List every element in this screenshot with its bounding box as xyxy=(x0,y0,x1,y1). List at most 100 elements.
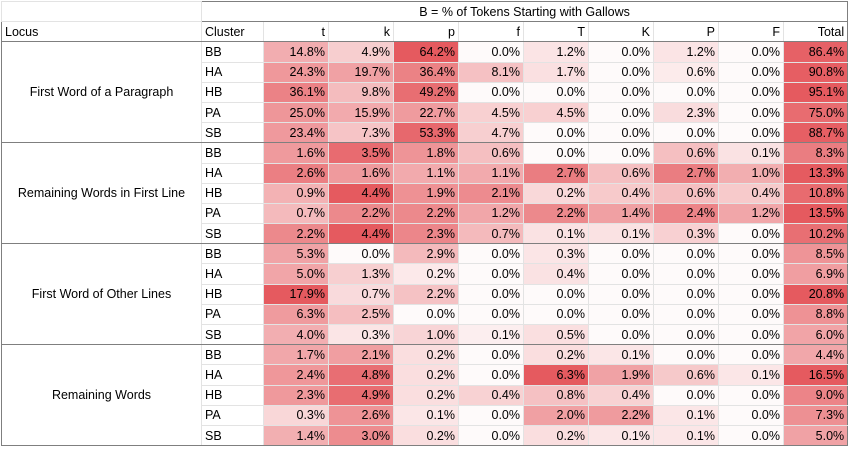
heat-cell: 0.4% xyxy=(718,182,784,204)
cluster-label: SB xyxy=(201,424,264,447)
heat-cell: 0.9% xyxy=(263,182,329,204)
table-row: SB 2.2% 4.4% 2.3% 0.7% 0.1% 0.1% 0.3% 0.0% 10.2% xyxy=(2,223,848,245)
heat-cell: 0.6% xyxy=(458,142,524,164)
heat-cell: 0.0% xyxy=(718,404,784,426)
locus-label: First Word of Other Lines xyxy=(1,243,202,346)
heat-cell: 36.1% xyxy=(263,81,329,103)
cluster-label: PA xyxy=(201,101,264,124)
heat-cell: 0.3% xyxy=(523,243,589,265)
heat-cell: 0.0% xyxy=(718,344,784,366)
heat-cell: 0.0% xyxy=(588,61,654,83)
empty-cell xyxy=(1,0,202,23)
total-cell: 7.3% xyxy=(782,404,848,426)
total-cell: 13.3% xyxy=(782,162,848,184)
heat-cell: 2.2% xyxy=(263,223,329,245)
heat-cell: 0.2% xyxy=(523,424,589,447)
table-row: HB 0.9% 4.4% 1.9% 2.1% 0.2% 0.4% 0.6% 0.4% 10.8% xyxy=(2,182,848,204)
heat-cell: 0.8% xyxy=(523,384,589,406)
heat-cell: 0.2% xyxy=(393,344,459,366)
cluster-label: BB xyxy=(201,344,264,366)
table-row: PA 25.0% 15.9% 22.7% 4.5% 4.5% 0.0% 2.3% 0.0% 75.… xyxy=(2,101,848,124)
total-cell: 10.2% xyxy=(782,223,848,245)
heat-cell: 1.0% xyxy=(393,323,459,346)
heat-cell: 2.2% xyxy=(523,202,589,225)
heat-cell: 2.3% xyxy=(653,101,719,124)
heat-cell: 0.0% xyxy=(718,283,784,305)
column-header-total: Total xyxy=(782,21,848,43)
heat-cell: 0.0% xyxy=(588,122,654,144)
heat-cell: 0.1% xyxy=(588,344,654,366)
heat-cell: 4.0% xyxy=(263,323,329,346)
cluster-label: PA xyxy=(201,202,264,225)
heat-cell: 2.0% xyxy=(523,404,589,426)
heat-cell: 0.4% xyxy=(523,263,589,285)
table-row: HB 2.3% 4.9% 0.2% 0.4% 0.8% 0.4% 0.0% 0.0% 9.0% xyxy=(2,384,848,406)
cluster-label: SB xyxy=(201,323,264,346)
total-cell: 8.3% xyxy=(782,142,848,164)
heat-cell: 0.0% xyxy=(718,303,784,326)
heat-cell: 23.4% xyxy=(263,122,329,144)
cluster-label: HB xyxy=(201,384,264,406)
table-row: First Word of Other Lines BB 5.3% 0.0% 2.9% 0… xyxy=(1,243,848,346)
heat-cell: 0.0% xyxy=(393,303,459,326)
locus-label: Remaining Words in First Line xyxy=(1,142,202,245)
heat-cell: 0.0% xyxy=(523,81,589,103)
heat-cell: 5.3% xyxy=(263,243,329,265)
cluster-label: PA xyxy=(201,404,264,426)
heat-cell: 2.4% xyxy=(263,364,329,386)
heat-cell: 64.2% xyxy=(393,41,459,63)
heat-cell: 0.1% xyxy=(393,404,459,426)
total-cell: 6.9% xyxy=(782,263,848,285)
heat-cell: 0.6% xyxy=(653,61,719,83)
heat-cell: 0.0% xyxy=(653,283,719,305)
heat-cell: 2.3% xyxy=(263,384,329,406)
heat-cell: 2.5% xyxy=(328,303,394,326)
heat-cell: 0.0% xyxy=(458,81,524,103)
total-cell: 20.8% xyxy=(782,283,848,305)
heat-cell: 2.7% xyxy=(523,162,589,184)
heat-cell: 2.3% xyxy=(393,223,459,245)
total-cell: 5.0% xyxy=(782,424,848,447)
total-cell: 16.5% xyxy=(782,364,848,386)
heat-cell: 22.7% xyxy=(393,101,459,124)
heat-cell: 0.0% xyxy=(653,81,719,103)
heat-cell: 0.0% xyxy=(458,283,524,305)
heat-cell: 2.9% xyxy=(393,243,459,265)
heat-cell: 0.2% xyxy=(393,263,459,285)
cluster-label: PA xyxy=(201,303,264,326)
heat-cell: 0.0% xyxy=(588,303,654,326)
column-header-col-1: k xyxy=(328,21,394,43)
locus-header: Locus xyxy=(1,21,202,43)
cluster-label: HA xyxy=(201,263,264,285)
heat-cell: 0.0% xyxy=(653,384,719,406)
table-row: HA 2.6% 1.6% 1.1% 1.1% 2.7% 0.6% 2.7% 1.0% 13.3% xyxy=(2,162,848,184)
heat-cell: 0.0% xyxy=(458,263,524,285)
heat-cell: 1.2% xyxy=(523,41,589,63)
heat-cell: 1.1% xyxy=(458,162,524,184)
cluster-label: HA xyxy=(201,364,264,386)
heat-cell: 53.3% xyxy=(393,122,459,144)
heat-cell: 9.8% xyxy=(328,81,394,103)
column-header-col-6: P xyxy=(653,21,719,43)
cluster-label: HA xyxy=(201,162,264,184)
column-header-col-0: t xyxy=(263,21,329,43)
column-header-col-5: K xyxy=(588,21,654,43)
cluster-label: HA xyxy=(201,61,264,83)
total-cell: 6.0% xyxy=(782,323,848,346)
heat-cell: 0.0% xyxy=(653,122,719,144)
heat-cell: 2.1% xyxy=(458,182,524,204)
table-row: HA 24.3% 19.7% 36.4% 8.1% 1.7% 0.0% 0.6% 0.0% 90.… xyxy=(2,61,848,83)
heat-cell: 4.4% xyxy=(328,182,394,204)
total-cell: 8.8% xyxy=(782,303,848,326)
heat-cell: 0.0% xyxy=(718,424,784,447)
table-row: SB 1.4% 3.0% 0.2% 0.0% 0.2% 0.1% 0.1% 0.0% 5.0% xyxy=(2,424,848,447)
heat-cell: 0.0% xyxy=(458,41,524,63)
table-row: PA 0.7% 2.2% 2.2% 1.2% 2.2% 1.4% 2.4% 1.2% 13.5% xyxy=(2,202,848,225)
table-title: B = % of Tokens Starting with Gallows xyxy=(200,0,848,23)
heat-cell: 0.0% xyxy=(458,364,524,386)
cluster-label: BB xyxy=(201,243,264,265)
heat-cell: 3.0% xyxy=(328,424,394,447)
heat-cell: 0.0% xyxy=(718,223,784,245)
column-header-col-3: f xyxy=(458,21,524,43)
heat-cell: 1.6% xyxy=(328,162,394,184)
